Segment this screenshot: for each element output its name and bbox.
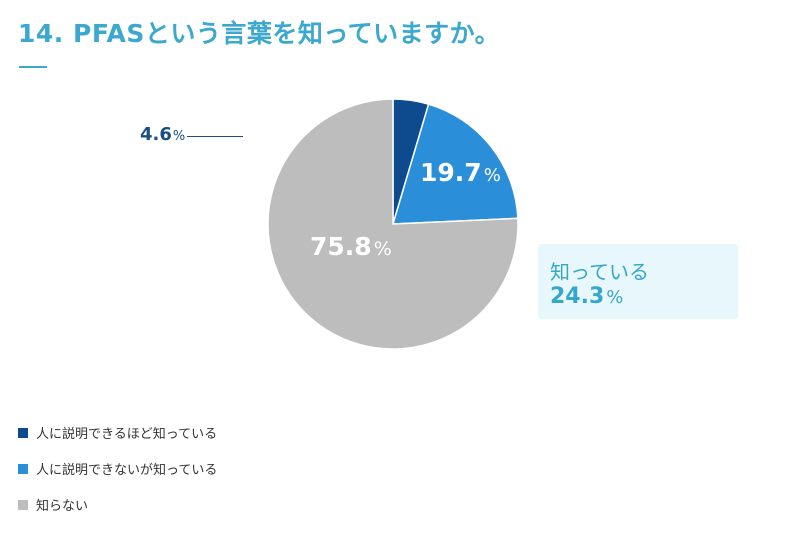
legend-label: 人に説明できないが知っている	[36, 463, 218, 478]
mid-slice-value: 19.7	[420, 158, 482, 187]
large-slice-label: 75.8%	[310, 232, 392, 261]
summary-box: 知っている 24.3%	[538, 244, 738, 319]
legend: 人に説明できるほど知っている 人に説明できないが知っている 知らない	[18, 424, 217, 532]
legend-item-explainable: 人に説明できるほど知っている	[18, 424, 218, 442]
page-title: 14. PFASという言葉を知っていますか。	[18, 19, 501, 48]
legend-swatch-mid-blue	[18, 463, 28, 474]
mid-slice-label: 19.7%	[420, 158, 501, 187]
large-slice-unit: %	[373, 238, 392, 260]
small-slice-value: 4.6	[140, 124, 172, 145]
small-slice-callout: 4.6%	[140, 124, 185, 145]
legend-label: 人に説明できるほど知っている	[36, 427, 218, 442]
legend-label: 知らない	[36, 499, 89, 514]
mid-slice-unit: %	[483, 165, 501, 186]
title-underline	[19, 66, 47, 68]
legend-item-unknown: 知らない	[18, 496, 217, 514]
large-slice-value: 75.8	[310, 232, 372, 261]
summary-unit: %	[606, 287, 624, 308]
small-slice-unit: %	[172, 129, 186, 144]
pie-slice-1	[391, 103, 519, 225]
callout-leader-line	[187, 136, 243, 137]
summary-value: 24.3%	[550, 284, 623, 309]
summary-label: 知っている	[550, 260, 649, 284]
summary-number: 24.3	[550, 284, 605, 309]
pie-slice-2	[267, 98, 519, 350]
legend-swatch-dark-blue	[18, 427, 28, 438]
legend-item-known: 人に説明できないが知っている	[18, 460, 218, 478]
legend-swatch-gray	[18, 499, 28, 510]
